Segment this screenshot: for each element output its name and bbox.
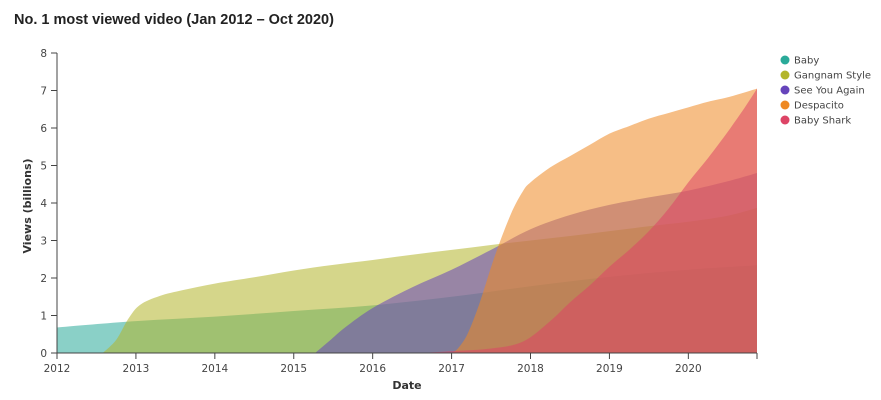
x-tick-label: 2019: [596, 363, 623, 375]
series-areas: [57, 88, 758, 353]
legend-label: Baby Shark: [794, 116, 851, 127]
x-tick-label: 2012: [44, 363, 71, 375]
x-tick-label: 2016: [359, 363, 386, 375]
legend-label: Gangnam Style: [794, 71, 871, 82]
area-baby-shark: [420, 88, 757, 353]
y-tick-label: 3: [40, 236, 47, 248]
legend-label: Despacito: [794, 101, 844, 112]
y-tick-label: 2: [40, 273, 47, 285]
x-tick-label: 2020: [675, 363, 702, 375]
axes: 0 1 2 3 4 5 6 7 8 2012 2013 2014 2015 2016 2017 2018 201…: [21, 48, 758, 392]
legend-swatch: [780, 55, 790, 65]
y-tick-label: 8: [40, 48, 47, 60]
x-tick-label: 2013: [123, 363, 150, 375]
y-tick-label: 7: [40, 86, 47, 98]
y-tick-label: 0: [40, 348, 47, 360]
legend-swatch: [780, 85, 790, 95]
y-tick-label: 6: [40, 123, 47, 135]
legend: Baby Gangnam Style See You Again Despacito B…: [780, 55, 871, 127]
y-axis-title: Views (billions): [21, 158, 34, 253]
chart-title: No. 1 most viewed video (Jan 2012 – Oct …: [14, 12, 334, 28]
y-tick-label: 4: [40, 198, 47, 210]
legend-label: See You Again: [794, 86, 865, 97]
x-axis-title: Date: [392, 379, 421, 392]
x-tick-label: 2014: [201, 363, 228, 375]
x-tick-label: 2015: [280, 363, 307, 375]
legend-label: Baby: [794, 56, 819, 67]
y-tick-label: 1: [40, 311, 47, 323]
legend-swatch: [780, 115, 790, 125]
y-tick-label: 5: [40, 161, 47, 173]
x-tick-label: 2017: [438, 363, 465, 375]
legend-swatch: [780, 100, 790, 110]
x-tick-label: 2018: [517, 363, 544, 375]
legend-swatch: [780, 70, 790, 80]
